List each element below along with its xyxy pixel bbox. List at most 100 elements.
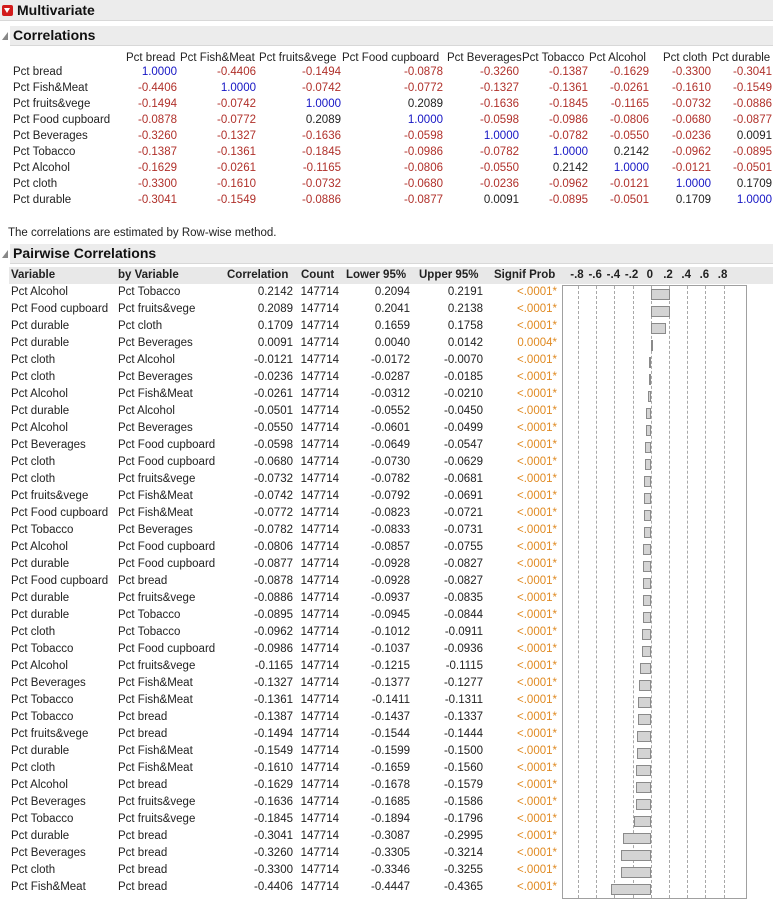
matrix-cell: 0.2142 (552, 162, 588, 174)
row-upper95: -0.0450 (443, 405, 483, 417)
matrix-cell: -0.0501 (732, 162, 772, 174)
pairwise-header[interactable]: Pairwise Correlations (10, 244, 773, 264)
multivariate-header[interactable]: Multivariate (0, 0, 773, 21)
row-lower95: -0.0782 (370, 473, 410, 485)
col-count[interactable]: Count (301, 269, 335, 281)
matrix-cell: 0.0091 (483, 194, 519, 206)
row-count: 147714 (300, 320, 339, 332)
row-variable: Pct Beverages (11, 796, 86, 808)
row-upper95: 0.0142 (447, 337, 483, 349)
row-signif-prob: <.0001* (517, 847, 557, 859)
row-signif-prob: <.0001* (517, 286, 557, 298)
matrix-row-label: Pct fruits&vege (13, 98, 91, 110)
col-by-variable[interactable]: by Variable (118, 269, 179, 281)
row-variable: Pct Food cupboard (11, 575, 109, 587)
row-correlation: -0.1165 (254, 660, 293, 672)
row-lower95: 0.0040 (374, 337, 410, 349)
col-upper95[interactable]: Upper 95% (419, 269, 479, 281)
matrix-cell: 1.0000 (407, 114, 443, 126)
pairwise-title: Pairwise Correlations (13, 245, 157, 261)
row-count: 147714 (300, 405, 339, 417)
matrix-cell: -0.0962 (548, 178, 588, 190)
disclosure-triangle-icon[interactable] (2, 250, 8, 258)
row-correlation: -0.0121 (253, 354, 293, 366)
correlation-bar (645, 442, 651, 453)
row-upper95: -0.0721 (443, 507, 483, 519)
matrix-cell: 0.2142 (613, 146, 649, 158)
row-correlation: 0.2089 (257, 303, 293, 315)
row-variable: Pct Alcohol (11, 660, 68, 672)
pairwise-column-header: Variable by Variable Correlation Count L… (9, 267, 773, 284)
row-upper95: -0.2995 (443, 830, 483, 842)
correlation-bar (638, 697, 651, 708)
col-variable[interactable]: Variable (11, 269, 56, 281)
col-signif-prob[interactable]: Signif Prob (494, 269, 556, 281)
row-signif-prob: <.0001* (517, 303, 557, 315)
col-correlation[interactable]: Correlation (227, 269, 289, 281)
row-variable: Pct cloth (11, 371, 56, 383)
matrix-row-label: Pct Beverages (13, 130, 88, 142)
row-count: 147714 (300, 388, 339, 400)
row-count: 147714 (300, 473, 339, 485)
row-upper95: -0.3214 (443, 847, 483, 859)
row-lower95: -0.4447 (370, 881, 410, 893)
matrix-cell: -0.0895 (732, 146, 772, 158)
correlation-bar (650, 340, 653, 351)
grid-line (596, 286, 598, 898)
row-lower95: -0.1437 (370, 711, 410, 723)
row-signif-prob: <.0001* (517, 643, 557, 655)
row-correlation: -0.1610 (253, 762, 293, 774)
row-upper95: 0.2191 (447, 286, 483, 298)
correlation-bar (644, 493, 651, 504)
correlation-bar (620, 867, 651, 878)
row-upper95: -0.0210 (443, 388, 483, 400)
red-triangle-menu-icon[interactable] (2, 5, 13, 16)
row-by-variable: Pct Fish&Meat (118, 677, 193, 689)
row-variable: Pct Beverages (11, 439, 86, 451)
row-correlation: -0.3260 (253, 847, 293, 859)
row-count: 147714 (300, 643, 339, 655)
row-by-variable: Pct fruits&vege (118, 660, 196, 672)
row-upper95: -0.3255 (443, 864, 483, 876)
row-variable: Pct cloth (11, 762, 56, 774)
row-upper95: -0.0691 (443, 490, 483, 502)
row-upper95: -0.0547 (443, 439, 483, 451)
matrix-cell: 0.2089 (305, 114, 341, 126)
matrix-cell: 0.1709 (675, 194, 711, 206)
matrix-column-header: Pct Alcohol (589, 52, 646, 64)
correlation-bar (610, 884, 651, 895)
row-count: 147714 (300, 286, 339, 298)
row-by-variable: Pct Tobacco (118, 626, 181, 638)
matrix-cell: -0.1636 (301, 130, 341, 142)
matrix-cell: -0.1549 (732, 82, 772, 94)
row-upper95: -0.1586 (443, 796, 483, 808)
disclosure-triangle-icon[interactable] (2, 32, 8, 40)
correlation-bar (636, 748, 651, 759)
matrix-cell: -0.1387 (548, 66, 588, 78)
matrix-cell: -0.0742 (301, 82, 341, 94)
row-count: 147714 (300, 660, 339, 672)
correlation-bar (643, 544, 651, 555)
row-by-variable: Pct fruits&vege (118, 796, 196, 808)
row-lower95: 0.2094 (374, 286, 410, 298)
row-signif-prob: <.0001* (517, 320, 557, 332)
row-variable: Pct Fish&Meat (11, 881, 86, 893)
grid-line (723, 286, 725, 898)
matrix-cell: -0.0598 (479, 114, 519, 126)
matrix-cell: -0.0782 (479, 146, 519, 158)
row-upper95: 0.1758 (447, 320, 483, 332)
correlations-header[interactable]: Correlations (10, 26, 773, 46)
row-signif-prob: <.0001* (517, 388, 557, 400)
matrix-column-header: Pct Fish&Meat (180, 52, 255, 64)
row-count: 147714 (300, 490, 339, 502)
row-upper95: -0.0755 (443, 541, 483, 553)
row-upper95: -0.1337 (443, 711, 483, 723)
row-upper95: -0.0827 (443, 575, 483, 587)
row-correlation: -0.0806 (253, 541, 293, 553)
col-lower95[interactable]: Lower 95% (346, 269, 407, 281)
matrix-cell: 0.0091 (736, 130, 772, 142)
matrix-cell: 1.0000 (552, 146, 588, 158)
row-signif-prob: <.0001* (517, 439, 557, 451)
matrix-cell: -0.1361 (216, 146, 256, 158)
row-lower95: -0.1411 (371, 694, 410, 706)
